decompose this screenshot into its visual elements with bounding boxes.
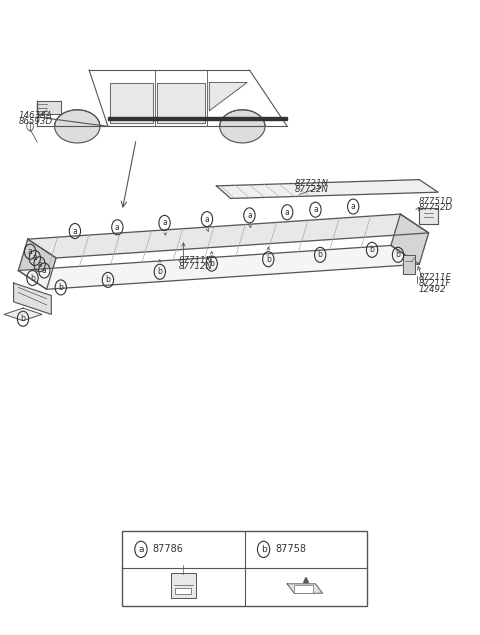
- FancyBboxPatch shape: [122, 531, 367, 606]
- Text: 87211F: 87211F: [418, 279, 451, 288]
- Text: 87712N: 87712N: [179, 262, 213, 271]
- Text: 87786: 87786: [153, 544, 184, 554]
- Text: b: b: [370, 245, 374, 255]
- Text: 12492: 12492: [418, 285, 446, 294]
- Polygon shape: [220, 110, 265, 143]
- Text: b: b: [318, 250, 323, 259]
- Text: a: a: [162, 218, 167, 227]
- Polygon shape: [304, 578, 308, 582]
- FancyBboxPatch shape: [294, 585, 313, 592]
- Text: a: a: [285, 208, 289, 217]
- Text: 87722N: 87722N: [294, 185, 328, 194]
- Polygon shape: [216, 180, 438, 198]
- Text: a: a: [115, 223, 120, 232]
- Polygon shape: [18, 246, 419, 290]
- Text: a: a: [37, 260, 42, 269]
- Polygon shape: [18, 239, 56, 290]
- Polygon shape: [28, 214, 429, 258]
- Polygon shape: [108, 117, 287, 120]
- Text: a: a: [313, 205, 318, 214]
- Text: a: a: [33, 253, 37, 262]
- Text: 1463AA: 1463AA: [18, 111, 52, 120]
- Text: b: b: [261, 545, 266, 554]
- Text: a: a: [72, 227, 77, 236]
- Text: 87752D: 87752D: [418, 203, 453, 212]
- Text: a: a: [42, 266, 47, 275]
- Text: b: b: [21, 314, 25, 323]
- Text: b: b: [106, 276, 110, 284]
- Polygon shape: [55, 110, 100, 143]
- Text: 87211E: 87211E: [418, 273, 451, 282]
- FancyBboxPatch shape: [171, 573, 196, 598]
- Text: b: b: [396, 250, 400, 259]
- Text: 87751D: 87751D: [418, 197, 453, 206]
- Text: a: a: [204, 215, 209, 224]
- Polygon shape: [287, 584, 323, 593]
- Polygon shape: [37, 102, 61, 114]
- Polygon shape: [419, 208, 438, 224]
- Text: b: b: [157, 267, 162, 276]
- Text: b: b: [30, 274, 35, 283]
- Text: b: b: [266, 255, 271, 264]
- Text: a: a: [28, 247, 33, 256]
- Polygon shape: [110, 83, 153, 123]
- Text: a: a: [247, 211, 252, 220]
- Text: 87721N: 87721N: [294, 179, 328, 188]
- Text: 87711N: 87711N: [179, 256, 213, 265]
- Polygon shape: [209, 83, 247, 110]
- Polygon shape: [13, 283, 51, 314]
- Polygon shape: [157, 83, 204, 123]
- Text: 87758: 87758: [276, 544, 306, 554]
- Polygon shape: [403, 255, 415, 274]
- Polygon shape: [4, 308, 42, 321]
- Text: a: a: [138, 545, 144, 554]
- Polygon shape: [391, 214, 429, 264]
- Text: a: a: [351, 202, 356, 211]
- Text: b: b: [59, 283, 63, 292]
- FancyBboxPatch shape: [175, 587, 192, 594]
- Text: 86593D: 86593D: [18, 117, 52, 126]
- Text: b: b: [209, 259, 214, 268]
